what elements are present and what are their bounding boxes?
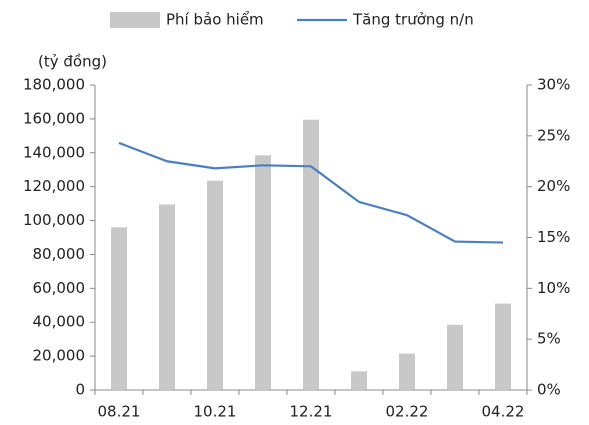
bar bbox=[255, 155, 271, 390]
y-tick-label: 100,000 bbox=[23, 211, 85, 229]
y-tick-label: 180,000 bbox=[23, 76, 85, 94]
bar bbox=[399, 353, 415, 390]
y-tick-label: 60,000 bbox=[33, 279, 86, 297]
bar bbox=[159, 204, 175, 390]
y-axis-label: (tỷ đồng) bbox=[38, 53, 107, 71]
y2-tick-label: 25% bbox=[537, 126, 570, 144]
x-tick-label: 02.22 bbox=[386, 403, 429, 421]
y2-tick-label: 30% bbox=[537, 76, 570, 94]
bar bbox=[495, 303, 511, 390]
y2-tick-label: 0% bbox=[537, 381, 561, 399]
y2-tick-label: 20% bbox=[537, 177, 570, 195]
x-tick-label: 08.21 bbox=[98, 403, 141, 421]
y-tick-label: 160,000 bbox=[23, 109, 85, 127]
y-tick-label: 120,000 bbox=[23, 177, 85, 195]
y-tick-label: 80,000 bbox=[33, 245, 86, 263]
y2-tick-label: 15% bbox=[537, 228, 570, 246]
legend-swatch bbox=[110, 12, 160, 28]
y2-tick-label: 10% bbox=[537, 279, 570, 297]
y-tick-label: 0 bbox=[75, 381, 85, 399]
line bbox=[118, 141, 504, 244]
bar bbox=[351, 371, 367, 390]
y-tick-label: 40,000 bbox=[33, 313, 86, 331]
legend-label: Phí bảo hiểm bbox=[166, 11, 264, 29]
bar bbox=[303, 119, 319, 390]
x-tick-label: 12.21 bbox=[290, 403, 333, 421]
y-tick-label: 20,000 bbox=[33, 347, 86, 365]
x-tick-label: 10.21 bbox=[194, 403, 237, 421]
y2-tick-label: 5% bbox=[537, 330, 561, 348]
y-tick-label: 140,000 bbox=[23, 143, 85, 161]
bar bbox=[207, 180, 223, 390]
x-tick-label: 04.22 bbox=[482, 403, 525, 421]
bar bbox=[447, 324, 463, 390]
bar bbox=[111, 227, 127, 390]
legend-label: Tăng trưởng n/n bbox=[352, 11, 474, 29]
